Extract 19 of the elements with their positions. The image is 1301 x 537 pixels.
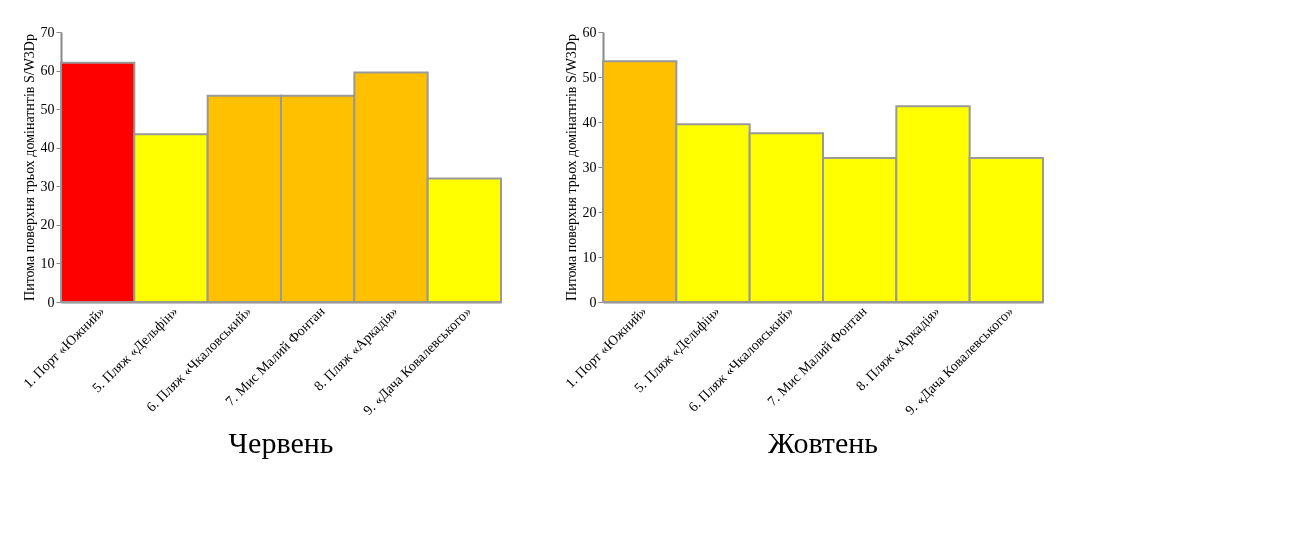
- y-tick-label: 60: [40, 63, 55, 79]
- y-tick-label: 0: [589, 294, 597, 310]
- y-tick-label: 70: [40, 24, 55, 40]
- y-tick-label: 40: [582, 114, 597, 130]
- text: Жовтень: [768, 426, 878, 460]
- y-tick-label: 20: [582, 204, 597, 220]
- y-tick-label: 40: [40, 140, 55, 156]
- y-tick-label: 50: [582, 69, 597, 85]
- y-tick-label: 60: [582, 24, 597, 40]
- y-axis-title: Питома поверхня трьох домінатнтів S/W3Dp: [21, 34, 37, 301]
- y-tick-label: 30: [582, 159, 597, 175]
- y-tick-label: 10: [582, 249, 597, 265]
- y-axis-title: Питома поверхня трьох домінатнтів S/W3Dp: [563, 34, 579, 301]
- y-tick-label: 0: [47, 294, 55, 310]
- y-tick-label: 20: [40, 217, 55, 233]
- y-tick-label: 10: [40, 255, 55, 271]
- y-tick-label: 50: [40, 101, 55, 117]
- y-tick-label: 30: [40, 178, 55, 194]
- text: Червень: [228, 426, 334, 460]
